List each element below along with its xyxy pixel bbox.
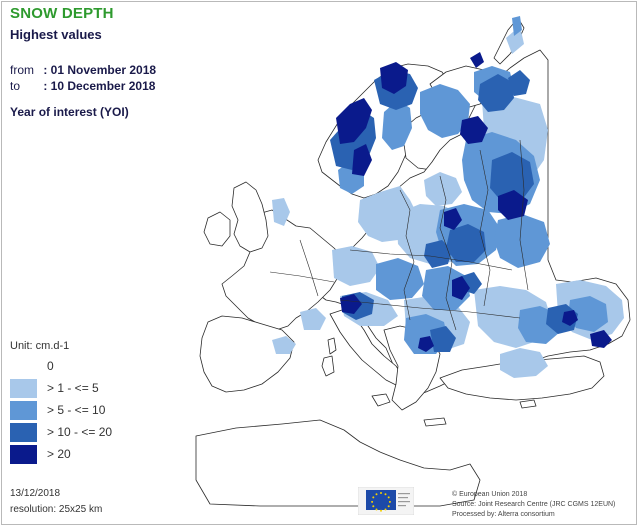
- legend-item-1: > 1 - <= 5: [10, 379, 210, 401]
- period-from-label: from: [10, 63, 34, 77]
- map-title: SNOW DEPTH: [10, 5, 114, 22]
- land-sicily: [371, 393, 391, 407]
- legend-item-2: > 5 - <= 10: [10, 401, 210, 423]
- legend-swatch-4: [10, 445, 37, 464]
- legend-swatch-2: [10, 401, 37, 420]
- land-ireland: [203, 211, 231, 247]
- land-cyprus: [519, 399, 537, 409]
- legend-label-2: > 5 - <= 10: [47, 403, 106, 417]
- credit-source: Source: Joint Research Centre (JRC CGMS …: [452, 501, 616, 508]
- eu-flag-logo: [358, 487, 414, 515]
- legend-swatch-1: [10, 379, 37, 398]
- year-of-interest-label: Year of interest (YOI): [10, 105, 129, 119]
- period-to: to : 10 December 2018: [10, 79, 155, 93]
- legend-item-3: > 10 - <= 20: [10, 423, 210, 445]
- credit-copyright: © European Union 2018: [452, 491, 528, 498]
- credit-processed-by: Processed by: Alterra consortium: [452, 511, 555, 518]
- period-to-label: to: [10, 79, 21, 93]
- credits: © European Union 2018 Source: Joint Rese…: [452, 490, 615, 520]
- legend-label-1: > 1 - <= 5: [47, 381, 99, 395]
- legend-label-4: > 20: [47, 447, 71, 461]
- period-from-value: : 01 November 2018: [43, 63, 157, 77]
- country-borders: [269, 139, 529, 331]
- resolution-note: resolution: 25x25 km: [10, 504, 103, 515]
- land-sardinia: [321, 355, 335, 377]
- legend-item-4: > 20: [10, 445, 210, 467]
- land-uk: [231, 181, 269, 253]
- legend-swatch-3: [10, 423, 37, 442]
- legend-item-0: 0: [10, 357, 210, 379]
- land-crete: [423, 417, 447, 427]
- legend-label-3: > 10 - <= 20: [47, 425, 113, 439]
- legend-label-0: 0: [47, 359, 54, 373]
- map-subtitle: Highest values: [10, 27, 102, 42]
- legend-unit: Unit: cm.d-1: [10, 340, 70, 352]
- land-corsica: [327, 337, 337, 355]
- snow-class-over-20: [336, 52, 612, 352]
- legend: 0 > 1 - <= 5 > 5 - <= 10 > 10 - <= 20 > …: [10, 357, 210, 467]
- period-to-value: : 10 December 2018: [43, 79, 156, 93]
- land-iberia: [199, 315, 295, 393]
- issue-date: 13/12/2018: [10, 488, 61, 499]
- legend-swatch-0: [10, 357, 37, 376]
- period-from: from : 01 November 2018: [10, 63, 156, 77]
- land-north-africa: [195, 419, 481, 507]
